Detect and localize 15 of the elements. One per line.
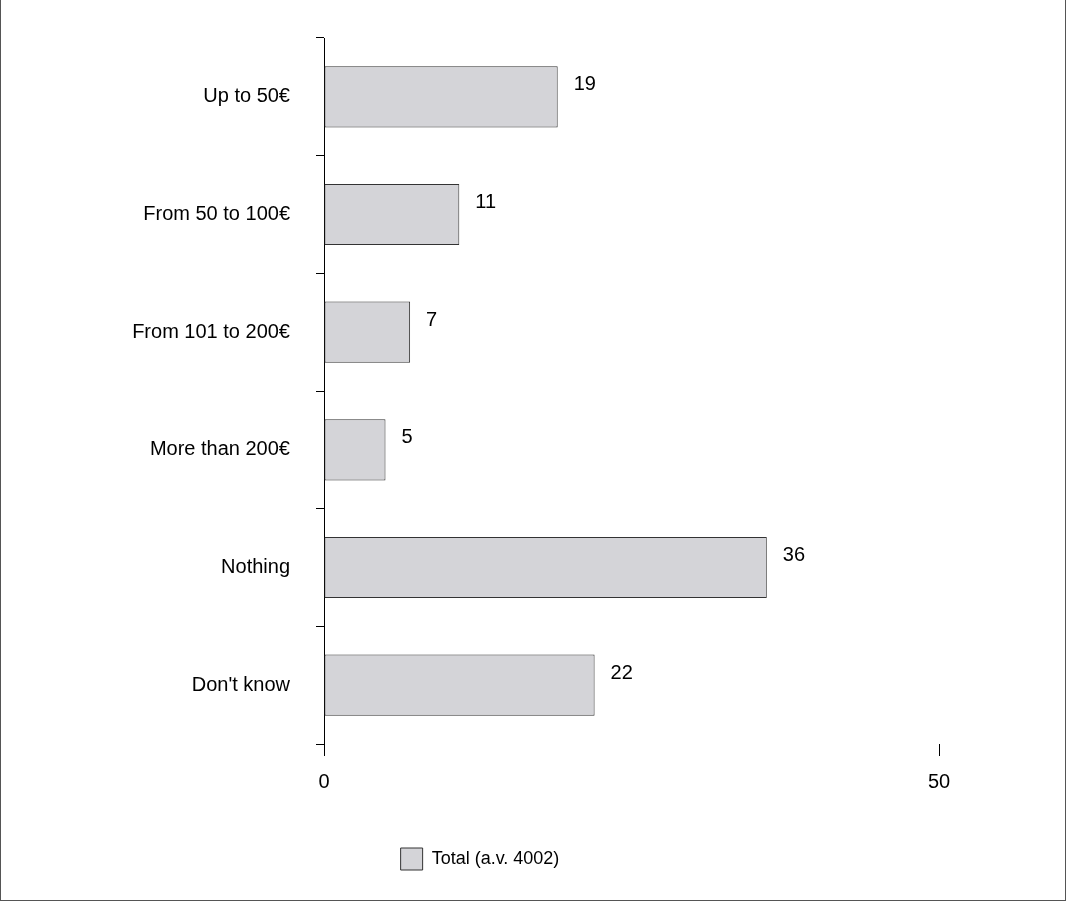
y-tick-label: From 50 to 100€ [143, 202, 290, 225]
data-label: 19 [573, 72, 596, 95]
y-tick-label: Nothing [221, 555, 290, 578]
data-label: 7 [426, 307, 438, 330]
y-tick-label: From 101 to 200€ [132, 319, 290, 342]
y-tick-label: Up to 50€ [203, 84, 290, 107]
data-label: 11 [475, 190, 497, 213]
data-label: 36 [782, 543, 806, 566]
data-label: 22 [610, 660, 633, 683]
data-label: 5 [401, 425, 413, 448]
x-tick-label: 50 [927, 769, 951, 792]
x-tick-label: 0 [318, 769, 330, 792]
legend-label: Total (a.v. 4002) [431, 847, 560, 868]
y-tick-label: More than 200€ [149, 437, 290, 460]
y-tick-label: Don't know [191, 672, 291, 695]
